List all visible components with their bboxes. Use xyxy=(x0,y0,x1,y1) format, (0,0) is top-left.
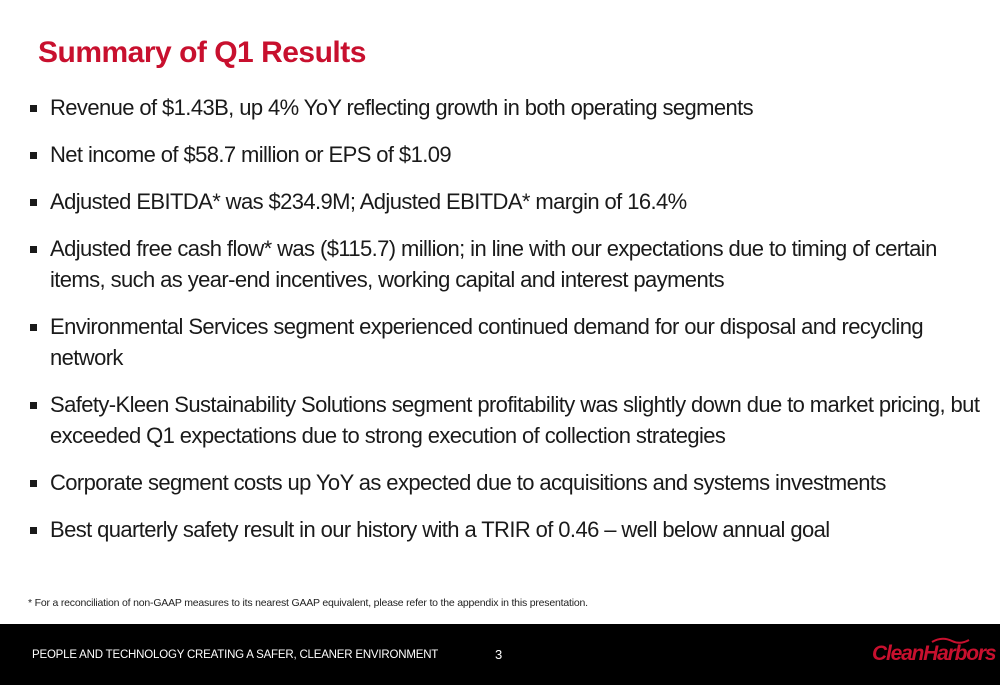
bullet-text: Revenue of $1.43B, up 4% YoY reflecting … xyxy=(50,95,754,120)
footer-bar: PEOPLE AND TECHNOLOGY CREATING A SAFER, … xyxy=(0,624,1000,685)
bullet-item: Corporate segment costs up YoY as expect… xyxy=(28,467,983,498)
bullet-text: Environmental Services segment experienc… xyxy=(50,314,924,370)
bullet-square-icon xyxy=(30,152,37,159)
bullet-item: Revenue of $1.43B, up 4% YoY reflecting … xyxy=(28,92,983,123)
bullet-item: Environmental Services segment experienc… xyxy=(28,311,983,373)
page-number: 3 xyxy=(495,647,503,662)
bullet-text: Adjusted free cash flow* was ($115.7) mi… xyxy=(50,236,937,292)
bullet-item: Adjusted free cash flow* was ($115.7) mi… xyxy=(28,233,983,295)
page-title: Summary of Q1 Results xyxy=(38,36,366,69)
bullet-square-icon xyxy=(30,527,37,534)
clean-harbors-logo-icon: CleanHarbors xyxy=(872,636,997,676)
bullet-square-icon xyxy=(30,402,37,409)
bullet-square-icon xyxy=(30,246,37,253)
bullet-item: Adjusted EBITDA* was $234.9M; Adjusted E… xyxy=(28,186,983,217)
bullet-square-icon xyxy=(30,324,37,331)
bullet-square-icon xyxy=(30,199,37,206)
bullet-text: Safety-Kleen Sustainability Solutions se… xyxy=(50,392,980,448)
bullet-item: Best quarterly safety result in our hist… xyxy=(28,514,983,545)
logo-wave-icon xyxy=(931,637,970,644)
footnote: * For a reconciliation of non-GAAP measu… xyxy=(28,597,588,609)
bullet-item: Safety-Kleen Sustainability Solutions se… xyxy=(28,389,983,451)
bullet-item: Net income of $58.7 million or EPS of $1… xyxy=(28,139,983,170)
logo-text: CleanHarbors xyxy=(872,642,997,665)
bullet-square-icon xyxy=(30,105,37,112)
bullet-list: Revenue of $1.43B, up 4% YoY reflecting … xyxy=(28,92,983,561)
footer-tagline: PEOPLE AND TECHNOLOGY CREATING A SAFER, … xyxy=(32,649,439,661)
bullet-text: Adjusted EBITDA* was $234.9M; Adjusted E… xyxy=(50,189,687,214)
bullet-text: Corporate segment costs up YoY as expect… xyxy=(50,470,886,495)
bullet-text: Best quarterly safety result in our hist… xyxy=(50,517,830,542)
bullet-square-icon xyxy=(30,480,37,487)
bullet-text: Net income of $58.7 million or EPS of $1… xyxy=(50,142,452,167)
